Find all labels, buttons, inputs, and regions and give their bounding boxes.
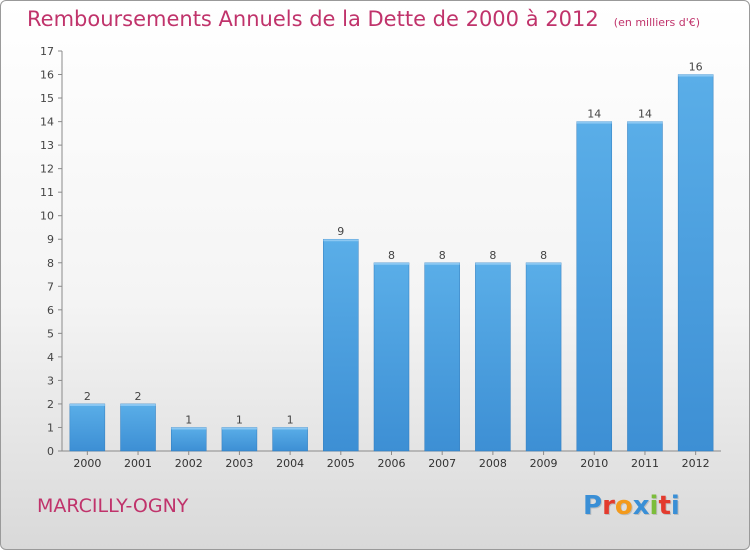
logo-letter: i xyxy=(649,491,659,521)
bar-highlight xyxy=(272,427,308,430)
bar-highlight xyxy=(424,262,460,265)
logo-letter: x xyxy=(632,491,650,521)
y-tick-label: 11 xyxy=(40,186,54,199)
data-label: 8 xyxy=(540,249,547,262)
x-tick-label: 2004 xyxy=(276,457,304,470)
y-tick-label: 13 xyxy=(40,139,54,152)
bar-highlight xyxy=(323,239,359,242)
data-label: 2 xyxy=(84,390,91,403)
logo-letter: t xyxy=(658,491,671,521)
bar xyxy=(120,403,156,452)
x-tick-label: 2008 xyxy=(479,457,507,470)
bar-highlight xyxy=(576,121,612,124)
chart-title-block: Remboursements Annuels de la Dette de 20… xyxy=(27,7,700,31)
logo-letter: r xyxy=(602,491,615,521)
bar xyxy=(475,262,511,452)
y-tick-label: 6 xyxy=(47,304,54,317)
y-tick-label: 4 xyxy=(47,351,54,364)
y-tick-label: 12 xyxy=(40,163,54,176)
bar xyxy=(221,427,258,452)
y-tick-label: 10 xyxy=(40,210,54,223)
bar-highlight xyxy=(627,121,663,124)
data-label: 8 xyxy=(439,249,446,262)
data-label: 16 xyxy=(689,61,703,74)
y-tick-label: 1 xyxy=(47,421,54,434)
data-label: 8 xyxy=(489,249,496,262)
logo-letter: i xyxy=(670,491,680,521)
bar-highlight xyxy=(374,262,409,265)
commune-name: MARCILLY-OGNY xyxy=(37,495,189,517)
data-label: 1 xyxy=(236,413,243,426)
chart-unit: (en milliers d'€) xyxy=(613,16,701,29)
x-tick-label: 2000 xyxy=(73,457,101,470)
bar xyxy=(627,121,663,452)
y-tick-label: 7 xyxy=(47,280,54,293)
y-tick-label: 3 xyxy=(47,374,54,387)
bar-highlight xyxy=(171,427,207,430)
data-label: 1 xyxy=(185,413,192,426)
y-tick-label: 2 xyxy=(47,398,54,411)
y-tick-label: 17 xyxy=(40,45,54,58)
x-tick-label: 2002 xyxy=(175,457,203,470)
data-label: 8 xyxy=(388,249,395,262)
bar-highlight xyxy=(475,262,511,265)
bar-highlight xyxy=(678,74,714,77)
x-tick-label: 2007 xyxy=(428,457,456,470)
bar xyxy=(323,238,359,452)
proxiti-logo: Proxiti xyxy=(583,491,680,521)
data-label: 14 xyxy=(587,108,601,121)
data-label: 1 xyxy=(287,413,294,426)
y-tick-label: 0 xyxy=(47,445,54,458)
bar xyxy=(69,403,106,452)
bar xyxy=(170,427,207,452)
bar xyxy=(677,74,714,452)
bar xyxy=(373,262,410,452)
bar xyxy=(576,121,613,452)
x-tick-label: 2003 xyxy=(225,457,253,470)
bar-highlight xyxy=(69,403,105,406)
y-tick-label: 5 xyxy=(47,327,54,340)
y-tick-label: 9 xyxy=(47,233,54,246)
y-tick-label: 15 xyxy=(40,92,54,105)
bar xyxy=(272,427,308,452)
x-tick-label: 2001 xyxy=(124,457,152,470)
x-tick-label: 2011 xyxy=(631,457,659,470)
y-tick-label: 16 xyxy=(40,69,54,82)
bar xyxy=(525,262,562,452)
x-tick-label: 2012 xyxy=(682,457,710,470)
logo-letter: P xyxy=(583,491,603,521)
data-label: 14 xyxy=(638,108,652,121)
data-label: 2 xyxy=(135,390,142,403)
x-tick-label: 2005 xyxy=(327,457,355,470)
data-label: 9 xyxy=(337,225,344,238)
x-tick-label: 2009 xyxy=(530,457,558,470)
x-tick-label: 2010 xyxy=(580,457,608,470)
chart-title: Remboursements Annuels de la Dette de 20… xyxy=(27,7,599,31)
bar-highlight xyxy=(120,403,156,406)
logo-letter: o xyxy=(614,491,633,521)
x-tick-label: 2006 xyxy=(378,457,406,470)
y-tick-label: 14 xyxy=(40,116,54,129)
bar-highlight xyxy=(526,262,562,265)
bar-highlight xyxy=(221,427,257,430)
bar xyxy=(424,262,460,452)
y-tick-label: 8 xyxy=(47,257,54,270)
